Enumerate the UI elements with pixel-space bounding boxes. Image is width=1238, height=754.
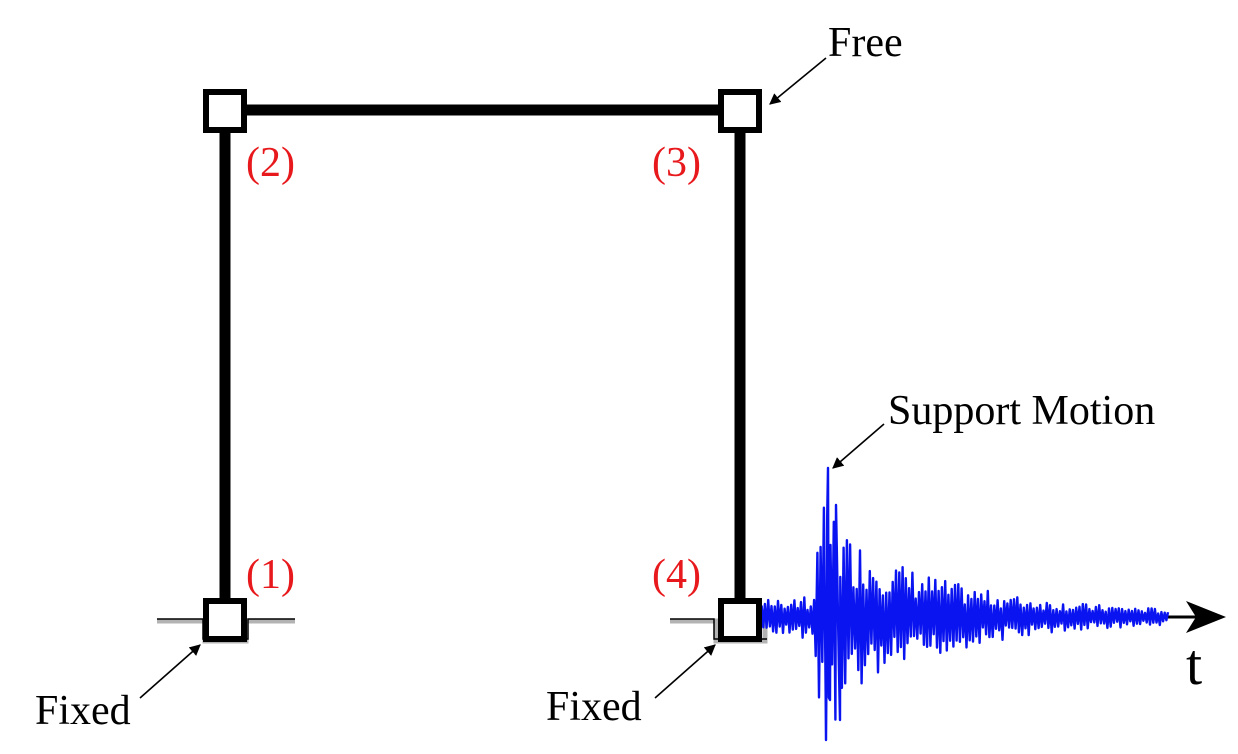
support-motion-signal — [740, 466, 1170, 742]
support-motion-leader-arrow — [832, 423, 885, 469]
fixed-right-label: Fixed — [546, 684, 642, 730]
free-leader-arrow — [769, 57, 827, 105]
node-label-2: (2) — [246, 140, 295, 186]
node-3-joint — [718, 89, 762, 133]
node-4-joint — [718, 598, 762, 642]
node-label-4: (4) — [652, 552, 701, 598]
node-label-3: (3) — [652, 140, 701, 186]
node-2-joint — [203, 89, 247, 133]
time-axis-label: t — [1186, 632, 1202, 697]
support-motion-label: Support Motion — [888, 388, 1155, 434]
fixed-left-leader-arrow — [139, 644, 201, 699]
node-label-1: (1) — [246, 552, 295, 598]
free-label: Free — [828, 20, 903, 66]
fixed-left-label: Fixed — [35, 688, 131, 734]
fixed-right-leader-arrow — [654, 644, 716, 699]
node-1-joint — [203, 598, 247, 642]
